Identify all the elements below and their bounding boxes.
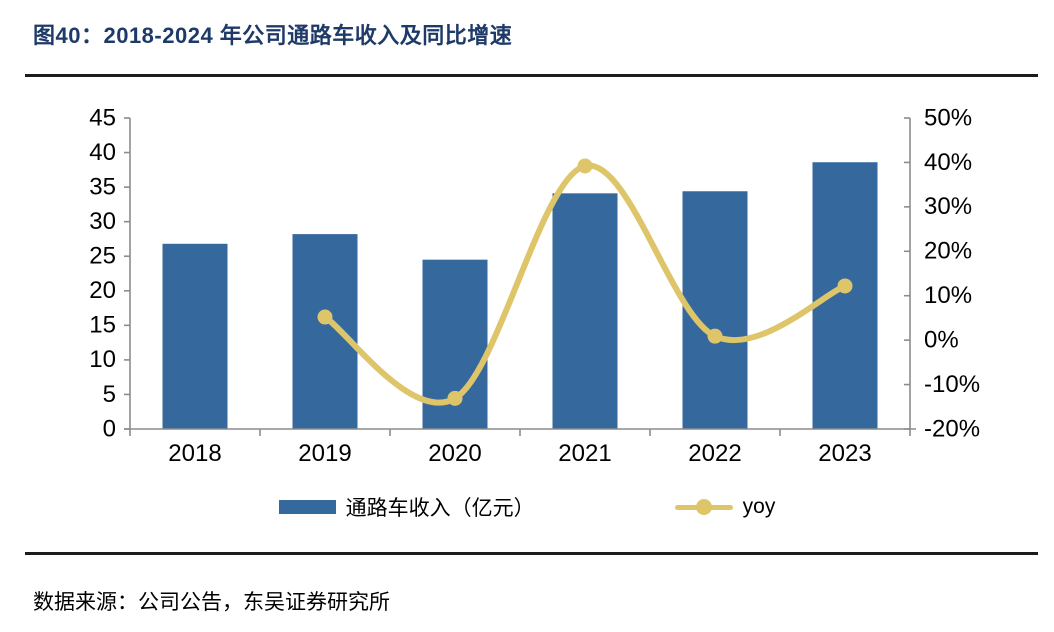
legend-item-revenue: 通路车收入（亿元） bbox=[278, 492, 535, 522]
x-axis-label-2018: 2018 bbox=[168, 440, 221, 467]
left-axis-tick-label: 45 bbox=[89, 104, 116, 131]
bar-2023 bbox=[812, 162, 878, 429]
chart-legend: 通路车收入（亿元） yoy bbox=[0, 490, 1054, 524]
yoy-marker bbox=[447, 390, 463, 406]
left-axis-tick-label: 15 bbox=[89, 312, 116, 339]
bar-series-swatch bbox=[278, 500, 336, 514]
x-axis-label-2021: 2021 bbox=[558, 440, 611, 467]
legend-label-yoy: yoy bbox=[742, 495, 776, 518]
left-axis-tick-label: 0 bbox=[103, 415, 116, 442]
legend-label-revenue: 通路车收入（亿元） bbox=[345, 497, 535, 520]
left-axis-tick-label: 5 bbox=[103, 381, 116, 408]
top-divider bbox=[25, 74, 1038, 77]
left-axis-tick-label: 35 bbox=[89, 173, 116, 200]
bar-2019 bbox=[292, 234, 358, 429]
right-axis-tick-label: -10% bbox=[924, 371, 980, 398]
data-source-note: 数据来源：公司公告，东吴证券研究所 bbox=[33, 591, 390, 614]
right-axis-tick-label: 40% bbox=[924, 149, 972, 176]
bar-2021 bbox=[552, 193, 618, 429]
yoy-marker bbox=[837, 278, 853, 294]
x-axis-label-2019: 2019 bbox=[298, 440, 351, 467]
right-axis-tick-label: 0% bbox=[924, 326, 959, 353]
yoy-marker bbox=[707, 328, 723, 344]
bar-2022 bbox=[682, 191, 748, 429]
right-axis-tick-label: -20% bbox=[924, 415, 980, 442]
right-axis-tick-label: 10% bbox=[924, 282, 972, 309]
bar-2018 bbox=[162, 243, 228, 429]
line-series-swatch bbox=[674, 497, 733, 517]
line-marker-icon bbox=[695, 499, 712, 515]
right-axis-tick-label: 30% bbox=[924, 193, 972, 220]
left-axis-tick-label: 40 bbox=[89, 139, 116, 166]
figure-title: 图40：2018-2024 年公司通路车收入及同比增速 bbox=[33, 23, 513, 48]
x-axis-label-2022: 2022 bbox=[688, 440, 741, 467]
x-axis-label-2023: 2023 bbox=[818, 440, 871, 467]
yoy-marker bbox=[577, 158, 593, 174]
left-axis-tick-label: 30 bbox=[89, 208, 116, 235]
left-axis-tick-label: 20 bbox=[89, 277, 116, 304]
left-axis-tick-label: 10 bbox=[89, 346, 116, 373]
x-axis-label-2020: 2020 bbox=[428, 440, 481, 467]
combo-chart: 45 40 35 30 25 20 15 10 5 0 50% 40% 30% 20% 10% 0% -10% -… bbox=[89, 104, 980, 467]
yoy-marker bbox=[317, 309, 333, 325]
legend-item-yoy: yoy bbox=[674, 495, 776, 519]
right-axis-tick-label: 50% bbox=[924, 104, 972, 131]
left-axis-tick-label: 25 bbox=[89, 243, 116, 270]
right-axis-tick-label: 20% bbox=[924, 238, 972, 265]
bottom-divider bbox=[25, 552, 1038, 555]
